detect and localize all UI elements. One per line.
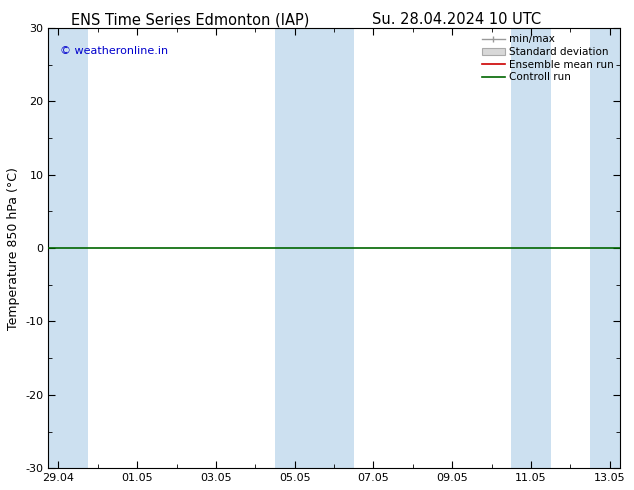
Y-axis label: Temperature 850 hPa (°C): Temperature 850 hPa (°C) — [7, 167, 20, 330]
Bar — [314, 28, 354, 468]
Text: Su. 28.04.2024 10 UTC: Su. 28.04.2024 10 UTC — [372, 12, 541, 27]
Bar — [48, 28, 88, 468]
Legend: min/max, Standard deviation, Ensemble mean run, Controll run: min/max, Standard deviation, Ensemble me… — [479, 31, 617, 85]
Bar — [275, 28, 314, 468]
Text: ENS Time Series Edmonton (IAP): ENS Time Series Edmonton (IAP) — [71, 12, 309, 27]
Bar — [590, 28, 619, 468]
Bar — [512, 28, 551, 468]
Text: © weatheronline.in: © weatheronline.in — [60, 46, 168, 56]
